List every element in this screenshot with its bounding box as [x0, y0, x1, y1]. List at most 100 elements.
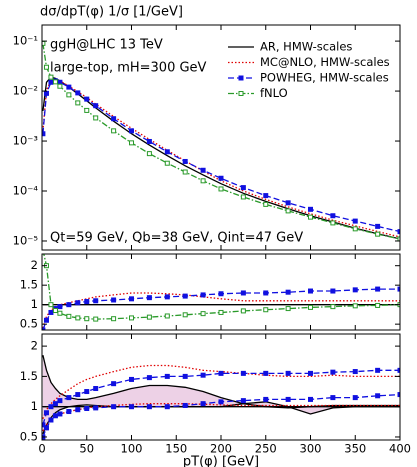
- marker: [308, 288, 313, 294]
- marker: [93, 298, 99, 304]
- y-tick-label: 0.5: [20, 429, 38, 443]
- marker: [330, 213, 336, 219]
- marker: [218, 309, 224, 315]
- marker: [57, 310, 63, 316]
- x-axis-label: pT(φ) [GeV]: [183, 455, 259, 467]
- marker: [129, 296, 134, 302]
- x-tick-label: 50: [79, 442, 94, 456]
- plot-area: [42, 355, 400, 440]
- marker: [84, 316, 90, 322]
- marker: [218, 370, 224, 376]
- y-tick-label: 10⁻³: [13, 134, 39, 148]
- marker: [263, 193, 269, 199]
- marker: [375, 393, 381, 399]
- marker: [182, 402, 188, 408]
- marker: [57, 398, 63, 404]
- marker: [43, 64, 49, 70]
- marker: [164, 149, 170, 155]
- marker: [93, 103, 99, 109]
- marker: [330, 220, 336, 226]
- marker: [263, 370, 269, 376]
- marker: [352, 369, 358, 375]
- chart-title: dσ/dpT(φ) 1/σ [1/GeV]: [40, 5, 183, 20]
- marker: [75, 100, 81, 106]
- marker: [285, 208, 291, 214]
- marker: [66, 84, 72, 90]
- marker: [93, 386, 99, 392]
- marker: [129, 128, 134, 134]
- marker: [330, 304, 336, 310]
- band-upper: [42, 364, 400, 420]
- legend-label: AR, HMW-scales: [260, 40, 352, 54]
- x-tick-label: 100: [121, 442, 143, 456]
- marker: [146, 404, 152, 410]
- marker: [397, 236, 400, 242]
- y-tick-label: 1: [31, 399, 38, 413]
- marker: [164, 404, 170, 410]
- band-upper: [42, 355, 400, 409]
- marker: [285, 306, 291, 312]
- marker: [129, 404, 134, 410]
- marker: [43, 90, 49, 96]
- marker: [308, 396, 313, 402]
- marker: [111, 404, 117, 410]
- marker: [52, 401, 58, 407]
- marker: [352, 218, 358, 224]
- y-tick-label: 10⁻²: [13, 84, 38, 98]
- marker: [84, 96, 90, 102]
- y-tick-label: 10⁻¹: [13, 34, 38, 48]
- marker: [285, 370, 291, 376]
- marker: [75, 315, 81, 321]
- marker: [129, 315, 134, 321]
- marker: [263, 307, 269, 313]
- legend-label: fNLO: [260, 86, 288, 100]
- marker: [129, 140, 134, 146]
- marker: [240, 370, 246, 376]
- y-tick-label: 0.5: [20, 317, 38, 331]
- marker: [240, 194, 246, 200]
- marker: [352, 226, 358, 232]
- marker: [111, 381, 117, 387]
- marker: [164, 160, 170, 166]
- marker: [52, 308, 58, 314]
- marker: [308, 304, 313, 310]
- x-tick-label: 350: [344, 442, 366, 456]
- y-tick-label: 1: [31, 297, 38, 311]
- marker: [146, 295, 152, 301]
- marker: [66, 313, 72, 319]
- marker: [111, 297, 117, 303]
- marker: [308, 214, 313, 220]
- marker: [57, 304, 63, 310]
- marker: [182, 169, 188, 175]
- marker: [75, 300, 81, 306]
- marker: [375, 302, 381, 308]
- marker: [240, 398, 246, 404]
- marker: [84, 389, 90, 395]
- marker: [200, 311, 206, 317]
- annotation: large-top, mH=300 GeV: [50, 61, 207, 76]
- marker: [43, 425, 49, 431]
- y-tick-label: 10⁻⁵: [13, 233, 39, 247]
- marker: [42, 40, 46, 46]
- marker: [42, 131, 46, 137]
- marker: [48, 417, 54, 423]
- marker: [57, 79, 63, 85]
- marker: [397, 392, 400, 398]
- marker: [285, 396, 291, 402]
- marker: [375, 286, 381, 292]
- x-tick-label: 200: [210, 442, 232, 456]
- series-line: [42, 76, 400, 240]
- x-tick-label: 0: [38, 442, 45, 456]
- marker: [93, 115, 99, 121]
- marker: [240, 290, 246, 296]
- marker: [352, 287, 358, 293]
- x-tick-label: 150: [165, 442, 187, 456]
- marker: [164, 294, 170, 300]
- marker: [182, 373, 188, 379]
- marker: [182, 293, 188, 299]
- marker: [218, 291, 224, 297]
- legend-marker: [238, 91, 244, 96]
- x-tick-label: 400: [389, 442, 411, 456]
- y-tick-label: 10⁻⁴: [13, 184, 39, 198]
- marker: [111, 128, 117, 134]
